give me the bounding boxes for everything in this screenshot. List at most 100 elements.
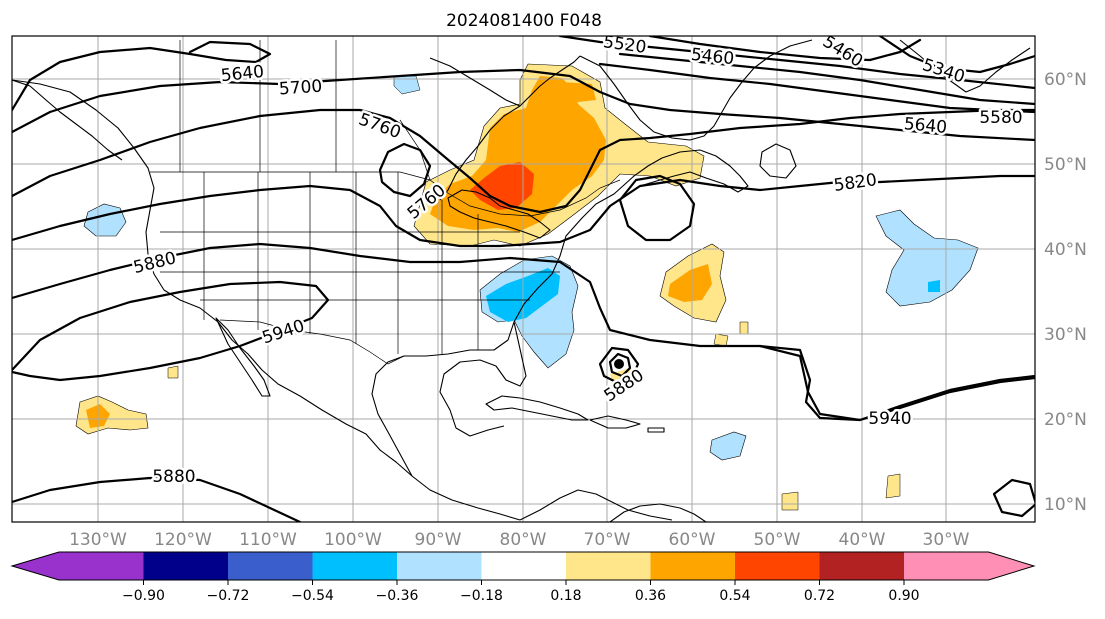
contour-5700 [12,68,1035,142]
contour-5520 [558,36,1035,90]
height-contours [12,36,1035,522]
lon-tick-label: 90°W [415,530,462,550]
lon-tick-label: 60°W [669,530,716,550]
colorbar-segment [566,552,651,580]
lon-tick-label: 70°W [584,530,631,550]
lat-tick-label: 10°N [1044,495,1087,515]
coast-central-america [519,489,673,521]
negative-anomaly-atlantic-east [875,209,979,307]
map-frame [11,35,1036,523]
colorbar-outline [10,551,1036,581]
colorbar-segment [312,552,397,580]
lon-tick-label: 30°W [923,530,970,550]
positive-anomaly-pacific-small [167,365,179,379]
positive-anomaly-tropical-1 [781,491,799,511]
lat-tick-label: 60°N [1044,70,1087,90]
coast-hudson-bay [429,55,581,107]
colorbar-segment [481,552,566,580]
coast-puerto-rico [647,427,665,433]
positive-anomaly-peak [470,162,534,210]
anomaly-fill-layer [75,63,979,511]
negative-anomaly-tropical [709,431,747,461]
contour-hurricane-outer [598,346,640,384]
contour-5820 [12,174,1035,248]
contour-label: 5580 [979,108,1022,128]
figure-title: 2024081400 F048 [446,11,602,31]
contour-5340 [878,36,1035,74]
colorbar-segment [12,552,59,580]
coast-hudson [439,105,521,201]
lon-tick-label: 100°W [324,530,382,550]
contour-label: 5640 [903,114,948,138]
coast-cuba [485,395,589,421]
lon-tick-label: 110°W [239,530,297,550]
colorbar-segment [397,552,482,580]
colorbar-segment [228,552,313,580]
positive-anomaly-tropical-2 [885,473,901,499]
colorbar-tick-label: 0.54 [719,588,750,604]
colorbar-tick-label: −0.72 [207,588,250,604]
coastlines [12,39,1031,522]
colorbar-tick-label: −0.18 [460,588,503,604]
map-panel: 5640 5700 5760 5760 5880 5940 5880 5880 … [12,36,1035,522]
colorbar-tick-label: −0.54 [291,588,334,604]
negative-anomaly-atlantic-east-core [928,280,940,292]
lon-tick-label: 50°W [754,530,801,550]
lon-tick-labels: 130°W 120°W 110°W 100°W 90°W 80°W 70°W 6… [69,530,970,550]
colorbar-tick-label: 0.72 [804,588,835,604]
colorbar-segment [988,552,1034,580]
contour-label: 5880 [152,467,195,487]
border-us-canada [150,171,621,217]
contour-hurricane-mid [608,352,632,378]
colorbar-segment [143,552,228,580]
lat-tick-label: 40°N [1044,240,1087,260]
positive-anomaly-small-2 [739,321,749,335]
contour-5940-atlantic [758,344,1035,422]
contour-5580 [618,52,1035,106]
colorbar-segment [735,552,820,580]
colorbar-segment [819,552,904,580]
contour-5460 [648,36,922,62]
coast-labrador [579,39,813,141]
coast-newfoundland [759,143,797,179]
coast-hispaniola [589,415,641,429]
coast-south-america [609,503,707,522]
lon-tick-label: 120°W [154,530,212,550]
colorbar-tick-label: 0.90 [888,588,919,604]
hurricane-center [614,359,624,369]
colorbar-tick-label: −0.36 [376,588,419,604]
contour-label: 5940 [868,409,911,429]
colorbar: −0.90 −0.72 −0.54 −0.36 −0.18 0.18 0.36 … [10,551,1036,604]
lon-tick-label: 40°W [839,530,886,550]
colorbar-segment [904,552,989,580]
lon-tick-label: 80°W [500,530,547,550]
contour-low-east [618,174,696,242]
coast-east [513,149,749,323]
coast-gulf [371,321,527,477]
coast-great-lakes [447,189,551,239]
coast-baja [215,317,271,397]
lon-tick-label: 130°W [69,530,127,550]
coast-alaska [12,79,123,161]
contour-ring-east [992,478,1035,518]
colorbar-tick-label: −0.90 [122,588,165,604]
contour-label: 5700 [278,77,323,100]
lat-tick-label: 30°N [1044,325,1087,345]
lat-tick-label: 20°N [1044,410,1087,430]
contour-5760-ring [378,142,432,198]
positive-anomaly-atlantic-core [668,264,712,302]
political-borders [150,40,621,365]
border-us-mexico [219,319,405,365]
contour-5940-west [12,280,330,382]
colorbar-tick-label: 0.18 [550,588,581,604]
contour-5640-east [598,62,1035,114]
colorbar-tick-label: 0.36 [635,588,666,604]
positive-anomaly-north [560,82,596,102]
colorbar-segment [59,552,144,580]
coast-north-america-west [12,79,521,521]
contour-5880-lower [12,476,302,522]
positive-anomaly-small-1 [713,333,729,347]
lat-tick-label: 50°N [1044,155,1087,175]
lat-tick-labels: 60°N 50°N 40°N 30°N 20°N 10°N [1044,70,1087,515]
